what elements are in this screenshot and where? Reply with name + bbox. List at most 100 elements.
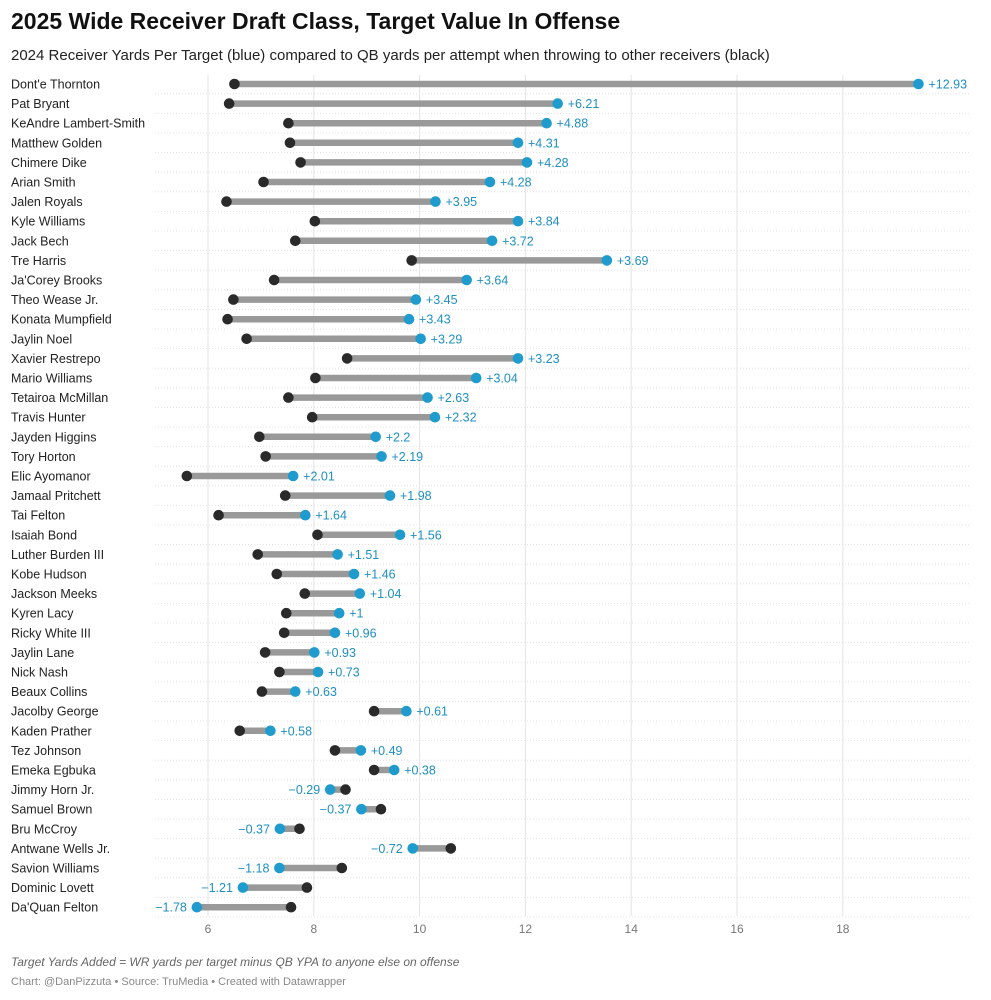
x-tick-label: 10 [413,922,427,936]
qb-ypa-dot [368,705,380,717]
player-row: Mario Williams +3.04 [11,372,970,389]
x-tick-label: 16 [730,922,744,936]
target-yards-added-label: +1.04 [370,587,402,601]
player-rows: Dont'e Thornton +12.93 Pat Bryant +6.21 KeAn… [11,78,970,918]
player-name: Jaylin Lane [11,646,74,660]
target-yards-added-label: −1.21 [201,881,233,895]
player-row: Antwane Wells Jr. −0.72 [11,842,970,859]
wr-ypt-dot [541,117,552,129]
qb-ypa-dot [279,490,291,501]
target-yards-added-label: −1.18 [238,862,270,876]
wr-ypt-dot [552,98,563,109]
qb-ypa-dot [340,784,351,795]
target-yards-added-label: +2.2 [386,430,411,444]
footnote: Target Yards Added = WR yards per target… [11,955,460,969]
player-name: Konata Mumpfield [11,313,112,327]
wr-ypt-dot [410,294,422,305]
player-row: Pat Bryant +6.21 [11,97,970,114]
wr-ypt-dot [403,313,415,325]
qb-ypa-dot [252,549,264,560]
qb-ypa-dot [222,313,233,325]
wr-ypt-dot [289,686,301,697]
target-yards-added-label: +0.63 [305,685,337,699]
player-name: Jayden Higgins [11,430,96,444]
player-name: Theo Wease Jr. [11,293,98,307]
target-yards-added-label: +0.49 [371,744,403,758]
target-yards-added-label: +1.46 [364,568,396,582]
wr-ypt-dot [394,529,406,541]
player-name: Tre Harris [11,254,66,268]
player-row: Dominic Lovett −1.21 [11,881,970,898]
target-yards-added-label: +1.64 [315,509,347,523]
x-tick-label: 6 [205,922,212,936]
wr-ypt-dot [237,882,249,893]
target-yards-added-label: +3.72 [502,234,534,248]
qb-ypa-dot [283,117,294,129]
qb-ypa-dot [258,176,269,188]
qb-ypa-dot [299,588,311,599]
qb-ypa-dot [241,333,252,345]
player-row: KeAndre Lambert-Smith +4.88 [11,117,970,134]
wr-ypt-dot [470,372,482,384]
wr-ypt-dot [324,784,336,795]
qb-ypa-dot [310,372,321,384]
player-row: Kobe Hudson +1.46 [11,568,970,585]
target-yards-added-label: −1.78 [155,901,187,915]
player-row: Tez Johnson +0.49 [11,744,970,761]
player-name: Tetairoa McMillan [11,391,108,405]
player-name: Ja'Corey Brooks [11,274,102,288]
player-row: Konata Mumpfield +3.43 [11,313,970,330]
player-row: Beaux Collins +0.63 [11,685,970,702]
target-yards-added-label: +1.98 [400,489,432,503]
wr-ypt-dot [355,745,367,756]
player-row: Da'Quan Felton −1.78 [11,901,970,918]
player-row: Jacolby George +0.61 [11,705,970,722]
qb-ypa-dot [181,470,193,482]
player-name: Luther Burden III [11,548,104,562]
player-name: Ricky White III [11,626,91,640]
target-yards-added-label: +2.19 [392,450,424,464]
wr-ypt-dot [309,647,320,658]
player-row: Dont'e Thornton +12.93 [11,78,970,95]
wr-ypt-dot [429,411,441,423]
target-yards-added-label: −0.72 [371,842,403,856]
chart-subtitle: 2024 Receiver Yards Per Target (blue) co… [11,47,770,64]
player-row: Tai Felton +1.64 [11,509,970,526]
x-axis-ticks: 6 8 10 12 14 16 18 [205,922,850,936]
qb-ypa-dot [368,764,380,776]
target-yards-added-label: +4.28 [537,156,569,170]
player-row: Travis Hunter +2.32 [11,411,970,428]
player-row: Tetairoa McMillan +2.63 [11,391,970,408]
wr-ypt-dot [461,274,472,286]
qb-ypa-dot [268,274,280,286]
player-row: Xavier Restrepo +3.23 [11,352,970,369]
target-yards-added-label: +12.93 [928,78,967,92]
player-name: Kyren Lacy [11,607,74,621]
target-yards-added-label: −0.29 [289,783,321,797]
player-row: Bru McCroy −0.37 [11,822,970,839]
player-row: Ja'Corey Brooks +3.64 [11,274,970,291]
player-row: Jalen Royals +3.95 [11,195,970,212]
player-row: Isaiah Bond +1.56 [11,528,970,545]
target-yards-added-label: +0.93 [324,646,356,660]
player-name: Bru McCroy [11,822,78,836]
qb-ypa-dot [341,353,353,364]
player-row: Arian Smith +4.28 [11,176,970,193]
qb-ypa-dot [274,666,285,678]
qb-ypa-dot [375,803,387,815]
player-name: Jalen Royals [11,195,83,209]
player-name: Travis Hunter [11,411,86,425]
qb-ypa-dot [254,431,265,443]
player-name: Mario Williams [11,372,92,386]
chart-title: 2025 Wide Receiver Draft Class, Target V… [11,8,621,34]
wr-ypt-dot [484,176,496,188]
qb-ypa-dot [213,509,224,521]
player-name: Jackson Meeks [11,587,97,601]
player-name: Arian Smith [11,176,76,190]
player-row: Jimmy Horn Jr. −0.29 [11,783,970,800]
qb-ypa-dot [336,862,348,874]
player-name: Jack Bech [11,234,69,248]
qb-ypa-dot [289,235,301,247]
target-yards-added-label: +3.84 [528,215,560,229]
target-yards-added-label: +3.69 [617,254,649,268]
